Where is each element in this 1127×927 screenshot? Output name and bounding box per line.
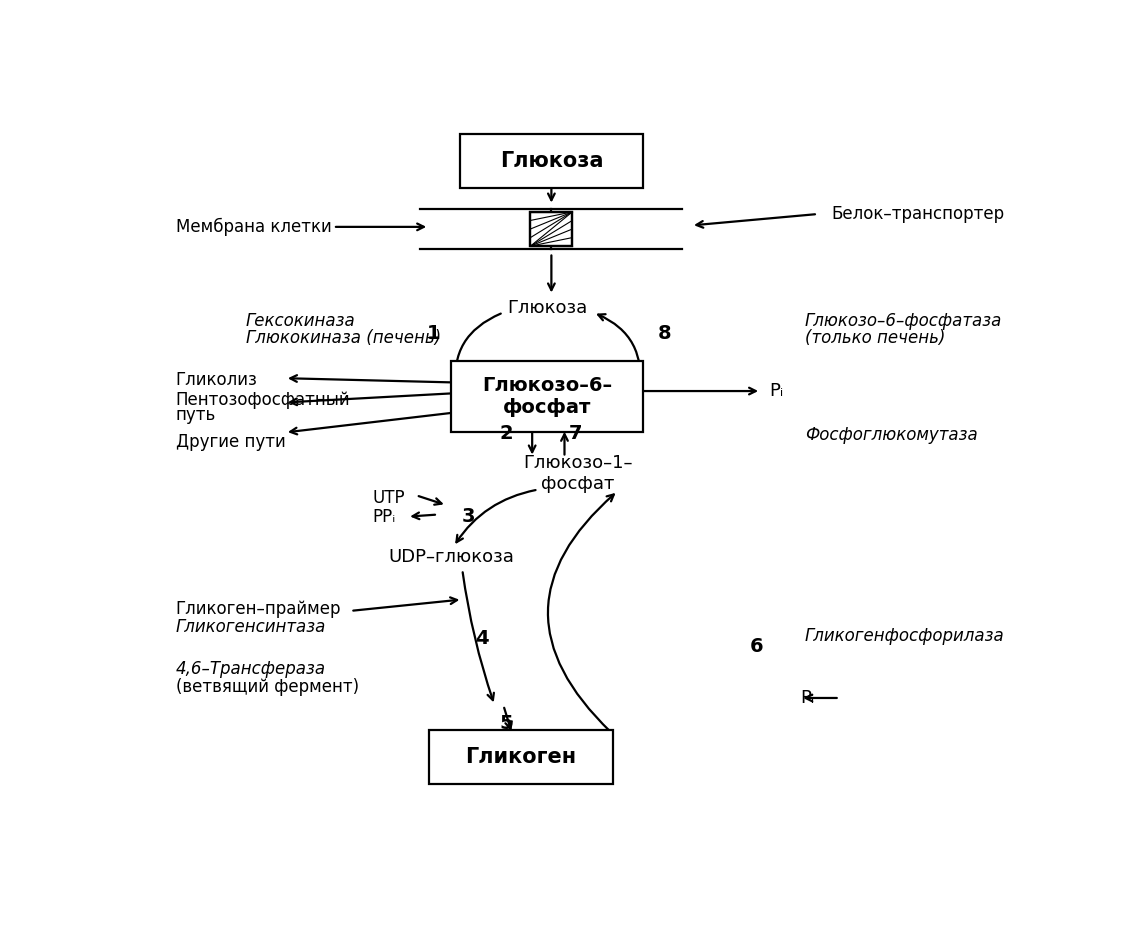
Text: Гликогенсинтаза: Гликогенсинтаза: [176, 618, 326, 636]
Text: 6: 6: [749, 637, 763, 656]
Text: 4,6–Трансфераза: 4,6–Трансфераза: [176, 660, 326, 679]
Text: 1: 1: [427, 324, 441, 343]
Text: Пентозофосфатный: Пентозофосфатный: [176, 390, 350, 409]
Text: Глюкозо–1–
фосфат: Глюкозо–1– фосфат: [523, 454, 632, 493]
Text: 3: 3: [462, 507, 476, 527]
Text: UDP–глюкоза: UDP–глюкоза: [388, 549, 514, 566]
Text: Белок–транспортер: Белок–транспортер: [831, 205, 1004, 223]
FancyBboxPatch shape: [531, 212, 573, 247]
FancyBboxPatch shape: [451, 362, 644, 433]
Text: Гексокиназа: Гексокиназа: [246, 312, 355, 330]
Text: Мембрана клетки: Мембрана клетки: [176, 218, 331, 236]
Text: 7: 7: [569, 425, 583, 443]
Text: Глюкокиназа (печень): Глюкокиназа (печень): [246, 329, 441, 348]
Text: Гликолиз: Гликолиз: [176, 371, 258, 388]
Text: Гликоген: Гликоген: [465, 747, 576, 768]
Text: путь: путь: [176, 406, 216, 425]
Text: Глюкозо–6–фосфатаза: Глюкозо–6–фосфатаза: [805, 312, 1002, 330]
FancyBboxPatch shape: [460, 134, 644, 188]
Text: Pᵢ: Pᵢ: [770, 382, 784, 400]
Text: Pᵢ: Pᵢ: [800, 689, 815, 707]
Text: (ветвящий фермент): (ветвящий фермент): [176, 678, 358, 695]
Text: PPᵢ: PPᵢ: [372, 508, 396, 526]
Text: Другие пути: Другие пути: [176, 433, 285, 451]
Text: (только печень): (только печень): [805, 329, 946, 348]
Text: Глюкозо–6–
фосфат: Глюкозо–6– фосфат: [482, 376, 612, 417]
Text: 5: 5: [499, 714, 513, 733]
Text: Глюкоза: Глюкоза: [507, 298, 587, 316]
Text: UTP: UTP: [372, 489, 405, 507]
Text: 8: 8: [658, 324, 672, 343]
Text: Гликогенфосфорилаза: Гликогенфосфорилаза: [805, 627, 1004, 645]
Text: 4: 4: [474, 629, 488, 648]
Text: Гликоген–праймер: Гликоген–праймер: [176, 601, 341, 618]
FancyBboxPatch shape: [429, 730, 613, 784]
Text: Глюкоза: Глюкоза: [499, 151, 603, 171]
Text: 2: 2: [499, 425, 513, 443]
Text: Фосфоглюкомутаза: Фосфоглюкомутаза: [805, 426, 977, 444]
